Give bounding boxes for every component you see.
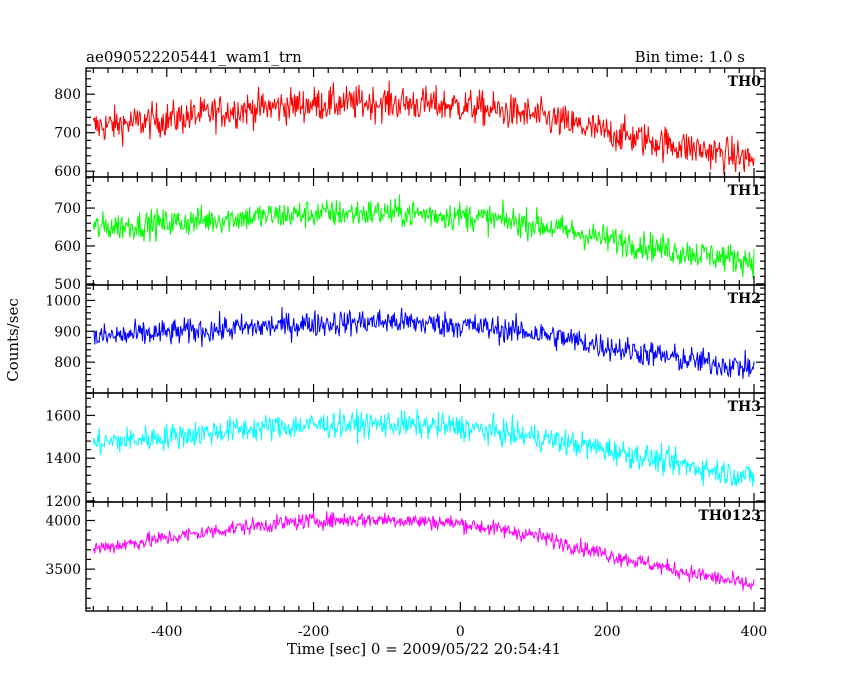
panels-group: 600 700 800 TH0 500 600 700 TH1 800 900 1000 TH2 120… xyxy=(45,67,766,612)
panel-th2: 800 900 1000 TH2 xyxy=(45,284,766,394)
x-tick-label: 400 xyxy=(741,624,768,640)
y-tick-label: 3500 xyxy=(45,562,81,578)
x-tick-label: 0 xyxy=(456,624,465,640)
y-tick-label: 4000 xyxy=(45,513,81,529)
x-axis: -400 -200 0 200 400 xyxy=(151,624,767,640)
series-line-th2 xyxy=(92,306,755,379)
x-tick-label: -400 xyxy=(151,624,182,640)
x-tick-label: 200 xyxy=(594,624,621,640)
panel-th3: 1200 1400 1600 TH3 xyxy=(45,392,766,510)
panel-label-th2: TH2 xyxy=(728,291,761,307)
series-line-th1 xyxy=(92,194,755,279)
y-tick-label: 700 xyxy=(54,126,81,142)
series-line-th0 xyxy=(92,80,755,175)
y-tick-label: 1000 xyxy=(45,293,81,309)
bin-time-label: Bin time: 1.0 s xyxy=(635,48,745,66)
panel-label-th1: TH1 xyxy=(728,183,761,199)
figure-title: ae090522205441_wam1_trn xyxy=(86,48,302,66)
panel-label-th0123: TH0123 xyxy=(698,508,761,524)
panel-frame xyxy=(85,176,766,286)
y-axis-label: Counts/sec xyxy=(4,298,22,382)
y-tick-label: 700 xyxy=(54,201,81,217)
y-tick-label: 1400 xyxy=(45,451,81,467)
panel-label-th3: TH3 xyxy=(728,399,761,415)
y-tick-label: 900 xyxy=(54,324,81,340)
x-tick-label: -200 xyxy=(298,624,329,640)
y-tick-label: 600 xyxy=(54,164,81,180)
panel-frame xyxy=(85,501,766,612)
y-tick-label: 800 xyxy=(54,355,81,371)
panel-label-th0: TH0 xyxy=(728,74,762,90)
series-line-th0123 xyxy=(92,511,755,591)
y-tick-label: 1200 xyxy=(45,494,81,510)
x-axis-label: Time [sec] 0 = 2009/05/22 20:54:41 xyxy=(287,640,561,658)
panel-th0: 600 700 800 TH0 xyxy=(54,67,766,180)
panel-th1: 500 600 700 TH1 xyxy=(54,176,766,293)
y-tick-label: 600 xyxy=(54,239,81,255)
panel-frame xyxy=(85,392,766,503)
panel-frame xyxy=(85,284,766,394)
panel-th0123: 3500 4000 TH0123 xyxy=(45,501,766,612)
y-tick-label: 800 xyxy=(54,87,81,103)
y-tick-label: 500 xyxy=(54,277,81,293)
y-tick-label: 1600 xyxy=(45,408,81,424)
series-line-th3 xyxy=(92,408,755,487)
